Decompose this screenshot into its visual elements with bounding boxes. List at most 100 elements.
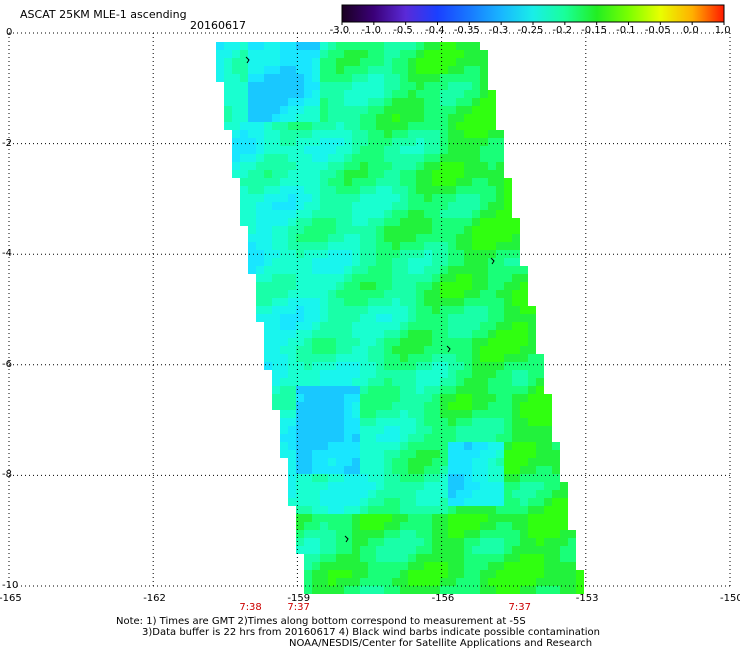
wind-cell [368, 578, 376, 586]
wind-cell [336, 490, 344, 498]
wind-cell [416, 130, 424, 138]
wind-cell [344, 114, 352, 122]
wind-cell [312, 218, 320, 226]
wind-cell [344, 210, 352, 218]
wind-cell [320, 378, 328, 386]
wind-cell [336, 442, 344, 450]
wind-cell [512, 530, 520, 538]
wind-cell [456, 186, 464, 194]
wind-cell [400, 514, 408, 522]
wind-cell [328, 146, 336, 154]
wind-cell [392, 562, 400, 570]
wind-cell [328, 354, 336, 362]
wind-cell [496, 578, 504, 586]
wind-cell [240, 178, 248, 186]
wind-cell [280, 146, 288, 154]
wind-cell [472, 274, 480, 282]
wind-cell [488, 90, 496, 98]
wind-cell [344, 570, 352, 578]
wind-cell [424, 130, 432, 138]
wind-cell [480, 426, 488, 434]
note-line-3: NOAA/NESDIS/Center for Satellite Applica… [289, 638, 593, 649]
wind-cell [536, 514, 544, 522]
wind-cell [408, 394, 416, 402]
wind-cell [488, 522, 496, 530]
wind-cell [456, 242, 464, 250]
wind-cell [456, 450, 464, 458]
wind-cell [312, 274, 320, 282]
wind-cell [384, 466, 392, 474]
wind-cell [216, 66, 224, 74]
wind-cell [480, 370, 488, 378]
wind-cell [368, 282, 376, 290]
wind-cell [448, 218, 456, 226]
wind-cell [392, 482, 400, 490]
wind-cell [472, 474, 480, 482]
wind-cell [464, 434, 472, 442]
wind-cell [472, 418, 480, 426]
wind-cell [464, 546, 472, 554]
wind-cell [488, 418, 496, 426]
wind-cell [432, 434, 440, 442]
wind-cell [296, 362, 304, 370]
wind-cell [296, 42, 304, 50]
wind-cell [328, 210, 336, 218]
wind-cell [400, 266, 408, 274]
wind-cell [480, 506, 488, 514]
wind-cell [400, 114, 408, 122]
wind-cell [368, 98, 376, 106]
wind-cell [480, 434, 488, 442]
wind-cell [448, 234, 456, 242]
wind-cell [448, 130, 456, 138]
wind-cell [408, 274, 416, 282]
wind-cell [488, 322, 496, 330]
wind-cell [360, 98, 368, 106]
wind-cell [512, 514, 520, 522]
wind-cell [424, 250, 432, 258]
wind-cell [320, 266, 328, 274]
wind-cell [320, 362, 328, 370]
wind-cell [392, 338, 400, 346]
wind-cell [488, 170, 496, 178]
wind-cell [376, 498, 384, 506]
wind-cell [416, 210, 424, 218]
wind-cell [384, 530, 392, 538]
wind-cell [528, 314, 536, 322]
wind-cell [264, 146, 272, 154]
wind-cell [408, 210, 416, 218]
wind-cell [408, 298, 416, 306]
wind-cell [328, 434, 336, 442]
wind-cell [392, 138, 400, 146]
wind-cell [288, 82, 296, 90]
wind-cell [424, 170, 432, 178]
wind-cell [440, 386, 448, 394]
wind-cell [264, 258, 272, 266]
wind-cell [384, 218, 392, 226]
wind-cell [456, 178, 464, 186]
wind-cell [480, 442, 488, 450]
wind-cell [352, 570, 360, 578]
wind-cell [248, 138, 256, 146]
wind-cell [416, 410, 424, 418]
wind-cell [352, 130, 360, 138]
wind-cell [456, 98, 464, 106]
wind-cell [288, 42, 296, 50]
wind-cell [336, 306, 344, 314]
wind-cell [480, 322, 488, 330]
wind-cell [512, 506, 520, 514]
wind-cell [424, 426, 432, 434]
wind-cell [448, 386, 456, 394]
wind-cell [312, 250, 320, 258]
wind-cell [392, 194, 400, 202]
wind-cell [336, 586, 344, 594]
wind-cell [432, 98, 440, 106]
wind-cell [472, 386, 480, 394]
wind-cell [512, 522, 520, 530]
wind-cell [408, 338, 416, 346]
wind-cell [272, 138, 280, 146]
wind-cell [216, 74, 224, 82]
wind-cell [464, 98, 472, 106]
wind-cell [472, 378, 480, 386]
wind-cell [368, 490, 376, 498]
